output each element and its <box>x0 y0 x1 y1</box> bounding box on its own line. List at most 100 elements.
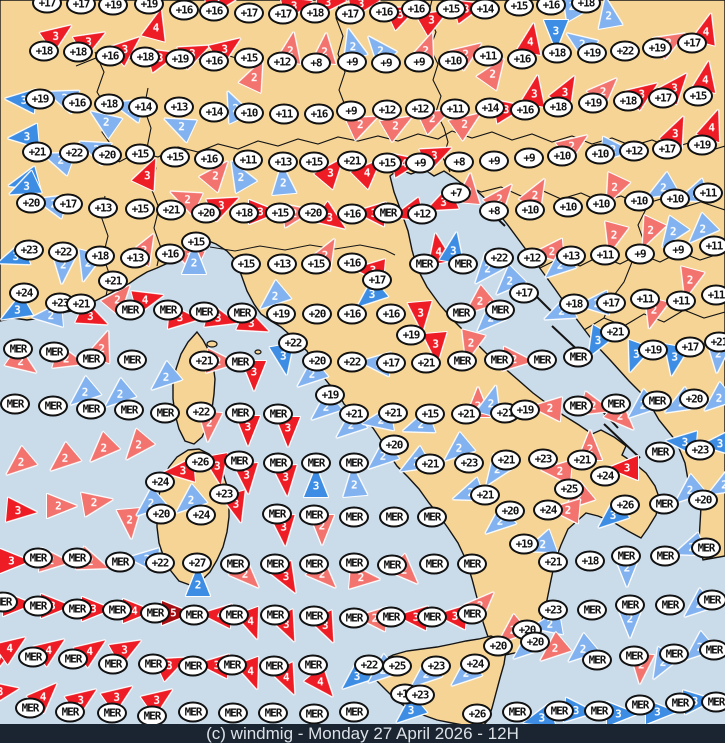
wind-force-value: 2 <box>699 222 706 236</box>
temp-label: +18 <box>94 93 124 115</box>
temp-label: +13 <box>268 151 298 173</box>
wind-force-value: 2 <box>610 229 618 243</box>
temp-label: +19 <box>25 88 55 110</box>
temp-label: +21 <box>451 403 481 425</box>
temp-label: +23 <box>209 483 239 505</box>
wind-force-value: 3 <box>432 337 439 351</box>
sea-label: MER <box>417 606 447 628</box>
temp-label: +7 <box>441 182 471 204</box>
wind-force-value: 3 <box>552 24 560 38</box>
temp-label: +20 <box>495 500 525 522</box>
wind-force-value: 4 <box>702 73 709 87</box>
temp-label: +19 <box>642 37 672 59</box>
temp-label: +10 <box>585 143 615 165</box>
wind-force-value: 4 <box>152 20 160 34</box>
temp-label: +9 <box>337 51 367 73</box>
sea-label: MER <box>178 701 208 723</box>
temp-label: +15 <box>301 253 331 275</box>
wind-force-value: 3 <box>0 685 4 699</box>
sea-label: MER <box>457 553 487 575</box>
wind-force-value: 2 <box>461 117 469 131</box>
temp-label: +15 <box>683 85 713 107</box>
temp-label: +19 <box>98 0 128 16</box>
sea-label: MER <box>446 302 476 324</box>
sea-label: MER <box>611 545 641 567</box>
sea-label: MER <box>0 591 18 613</box>
temp-label: +11 <box>630 288 660 310</box>
sea-label: MER <box>339 701 369 723</box>
sea-label: MER <box>150 402 180 424</box>
temp-label: +16 <box>401 0 431 20</box>
sea-label: MER <box>485 299 515 321</box>
temp-label: +13 <box>120 247 150 269</box>
temp-label: +8 <box>479 200 509 222</box>
sea-label: MER <box>298 654 328 676</box>
sea-label: MER <box>701 691 725 713</box>
sea-label: MER <box>299 703 329 725</box>
wind-force-value: 3 <box>22 179 30 193</box>
wind-force-value: 3 <box>52 29 60 43</box>
sea-label: MER <box>23 547 53 569</box>
wind-force-value: 3 <box>13 303 21 317</box>
sea-label: MER <box>339 506 369 528</box>
temp-label: +24 <box>9 282 39 304</box>
temp-label: +13 <box>88 197 118 219</box>
sea-label: MER <box>409 253 439 275</box>
sea-label: MER <box>642 390 672 412</box>
wind-force-value: 2 <box>605 9 612 23</box>
wind-force-value: 2 <box>251 70 258 84</box>
sea-label: MER <box>299 553 329 575</box>
temp-label: +17 <box>66 0 96 15</box>
sea-label: MER <box>76 398 106 420</box>
wind-force-value: 2 <box>467 337 475 351</box>
sea-label: MER <box>178 655 208 677</box>
wind-force-value: 3 <box>121 643 129 657</box>
temp-label: +21 <box>704 331 725 353</box>
temp-label: +17 <box>652 138 682 160</box>
temp-label: +19 <box>687 134 717 156</box>
temp-label: +21 <box>470 484 500 506</box>
temp-label: +20 <box>16 192 46 214</box>
wind-force-value: 2 <box>720 478 725 492</box>
sea-label: MER <box>665 692 695 714</box>
sea-label: MER <box>38 395 68 417</box>
sea-label: MER <box>224 450 254 472</box>
temp-label: +10 <box>660 188 690 210</box>
temp-label: +22 <box>48 241 78 263</box>
sea-label: MER <box>301 452 331 474</box>
wind-force-value: 2 <box>647 224 654 238</box>
wind-force-value: 4 <box>247 665 255 679</box>
temp-label: +19 <box>638 339 668 361</box>
temp-label: +21 <box>98 270 128 292</box>
temp-label: +26 <box>185 451 215 473</box>
temp-label: +23 <box>454 452 484 474</box>
temp-label: +16 <box>194 148 224 170</box>
temp-label: +17 <box>596 292 626 314</box>
wind-force-value: 3 <box>672 126 679 140</box>
temp-label: +24 <box>533 499 563 521</box>
temp-label: +15 <box>125 143 155 165</box>
sea-label: MER <box>645 441 675 463</box>
wind-force-value: 2 <box>212 169 219 183</box>
temp-label: +19 <box>266 303 296 325</box>
temp-label: +11 <box>666 290 696 312</box>
wind-force-value: 2 <box>280 176 287 190</box>
wind-force-value: 2 <box>177 120 185 134</box>
sea-label: MER <box>217 654 247 676</box>
temp-label: +19 <box>315 384 345 406</box>
wind-arrow: 3 <box>6 498 38 525</box>
temp-label: +12 <box>405 98 435 120</box>
wind-arrow: 2 <box>0 446 37 484</box>
temp-label: +19 <box>165 48 195 70</box>
wind-force-value: 3 <box>623 461 630 475</box>
sea-label: MER <box>659 643 689 665</box>
wind-force-value: 3 <box>153 693 161 707</box>
wind-force-value: 4 <box>708 120 716 134</box>
temp-label: +24 <box>186 504 216 526</box>
wind-force-value: 3 <box>15 504 22 518</box>
wind-force-value: 3 <box>257 205 264 219</box>
temp-label: +16 <box>199 0 229 22</box>
temp-label: +15 <box>231 253 261 275</box>
sea-label: MER <box>417 506 447 528</box>
